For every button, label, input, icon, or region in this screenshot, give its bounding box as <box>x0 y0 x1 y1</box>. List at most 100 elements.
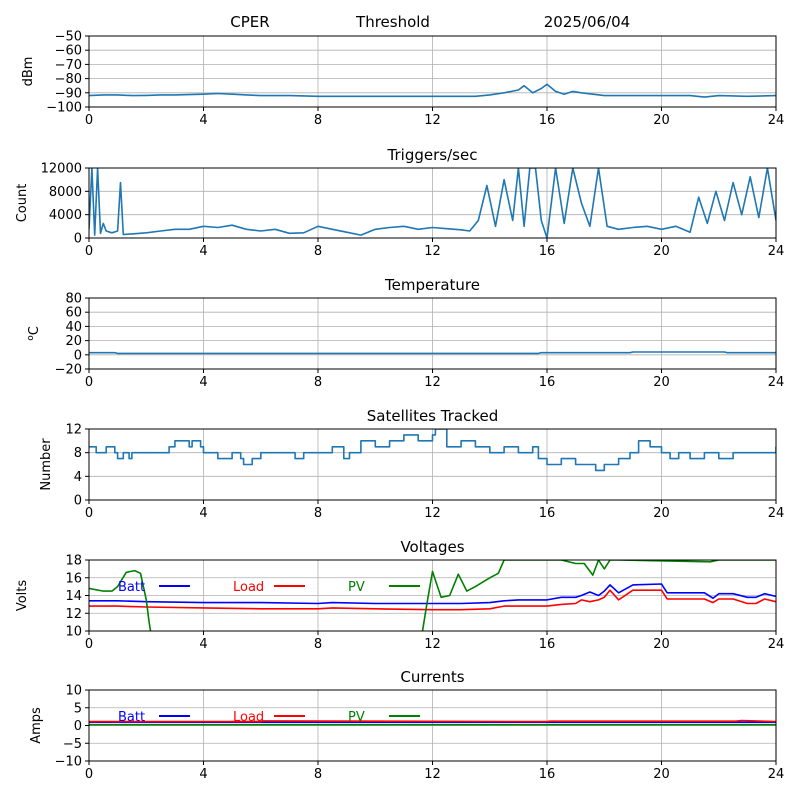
series-line-load <box>89 589 776 611</box>
y-tick-label: −10 <box>55 755 82 770</box>
x-tick-label: 16 <box>539 506 556 521</box>
header-station: CPER <box>230 13 269 31</box>
chart-title: Voltages <box>400 538 464 556</box>
y-tick-label: 0 <box>74 348 82 363</box>
y-tick-label: 60 <box>65 306 82 321</box>
y-tick-label: 12 <box>65 607 82 622</box>
x-tick-label: 16 <box>539 767 556 782</box>
y-tick-label: −90 <box>55 86 82 101</box>
y-tick-label: 40 <box>65 320 82 335</box>
x-tick-label: 12 <box>424 637 441 652</box>
y-tick-label: 12000 <box>41 162 82 177</box>
plot-area <box>89 351 776 355</box>
x-tick-label: 24 <box>768 244 785 259</box>
y-tick-label: 0 <box>74 494 82 509</box>
plot-area <box>89 168 776 238</box>
y-tick-label: 12 <box>65 423 82 438</box>
x-tick-label: 20 <box>653 244 670 259</box>
chart-title: Triggers/sec <box>387 146 478 164</box>
series-line-pv <box>89 560 776 631</box>
y-axis-label: oC <box>26 326 42 341</box>
y-tick-label: 18 <box>65 554 82 569</box>
x-tick-label: 12 <box>424 506 441 521</box>
chart-panel-5: 0 4 8 12 16 20 24 10 12 14 16 18 Voltages Volts Batt Lo… <box>15 538 784 652</box>
x-tick-label: 24 <box>768 375 785 390</box>
y-tick-label: 10 <box>65 625 82 640</box>
legend: Batt Load PV <box>118 710 420 725</box>
x-tick-label: 0 <box>85 506 93 521</box>
x-tick-label: 0 <box>85 113 93 128</box>
y-tick-label: −70 <box>55 58 82 73</box>
x-tick-label: 8 <box>314 637 322 652</box>
x-tick-label: 12 <box>424 113 441 128</box>
legend: Batt Load PV <box>118 580 420 595</box>
legend-label-pv: PV <box>348 580 365 595</box>
y-tick-label: 10 <box>65 684 82 699</box>
x-tick-label: 24 <box>768 637 785 652</box>
x-tick-label: 24 <box>768 506 785 521</box>
x-tick-label: 4 <box>199 244 207 259</box>
legend-label-load: Load <box>233 710 264 725</box>
y-axis-label: Amps <box>29 707 44 744</box>
y-axis-label-superscript: o <box>26 335 36 341</box>
y-tick-label: −80 <box>55 72 82 87</box>
header-subtitle: Threshold <box>355 13 430 31</box>
y-tick-label: 16 <box>65 571 82 586</box>
y-axis-label: dBm <box>21 57 36 87</box>
legend-label-batt: Batt <box>118 580 145 595</box>
x-tick-label: 0 <box>85 244 93 259</box>
chart-title: Satellites Tracked <box>367 407 498 425</box>
plot-area <box>89 83 776 98</box>
y-axis-label: Count <box>15 184 30 223</box>
x-tick-label: 20 <box>653 113 670 128</box>
y-tick-label: 8 <box>74 446 82 461</box>
x-tick-label: 24 <box>768 113 785 128</box>
y-tick-label: −100 <box>46 101 82 116</box>
y-tick-label: −5 <box>63 737 82 752</box>
chart-title: Temperature <box>384 276 480 294</box>
x-tick-label: 4 <box>199 637 207 652</box>
x-tick-label: 20 <box>653 767 670 782</box>
x-tick-label: 8 <box>314 506 322 521</box>
legend-label-load: Load <box>233 580 264 595</box>
chart-title: Currents <box>400 668 464 686</box>
x-tick-label: 8 <box>314 375 322 390</box>
x-tick-label: 12 <box>424 375 441 390</box>
x-tick-label: 4 <box>199 506 207 521</box>
y-tick-label: 20 <box>65 334 82 349</box>
series-line-batt <box>89 583 776 605</box>
y-axis-label: Number <box>39 438 54 491</box>
x-tick-label: 16 <box>539 244 556 259</box>
x-tick-label: 0 <box>85 637 93 652</box>
x-tick-label: 20 <box>653 375 670 390</box>
x-tick-label: 0 <box>85 375 93 390</box>
series-line <box>89 168 776 238</box>
x-tick-label: 4 <box>199 375 207 390</box>
legend-label-batt: Batt <box>118 710 145 725</box>
header-date: 2025/06/04 <box>544 13 630 31</box>
chart-panel-1: 0 4 8 12 16 20 24 −100−90−80−70−60−50 dBm <box>21 30 784 129</box>
y-tick-label: −60 <box>55 44 82 59</box>
plot-area <box>89 429 776 472</box>
series-line <box>89 351 776 355</box>
x-tick-label: 16 <box>539 375 556 390</box>
x-tick-label: 8 <box>314 767 322 782</box>
y-axis-label: Volts <box>15 580 30 612</box>
x-tick-label: 20 <box>653 506 670 521</box>
x-tick-label: 0 <box>85 767 93 782</box>
chart-panel-4: 0 4 8 12 16 20 24 0 4 8 12 Satellites Tracked Number <box>39 407 784 521</box>
x-tick-label: 12 <box>424 767 441 782</box>
plot-area <box>89 719 776 726</box>
y-tick-label: 4000 <box>49 208 82 223</box>
x-tick-label: 24 <box>768 767 785 782</box>
x-tick-label: 8 <box>314 113 322 128</box>
x-tick-label: 16 <box>539 637 556 652</box>
y-tick-label: 80 <box>65 292 82 307</box>
y-tick-label: 8000 <box>49 185 82 200</box>
chart-panel-2: 0 4 8 12 16 20 24 0 4000 8000 12000 Triggers/sec Cou… <box>15 146 784 259</box>
series-line <box>89 83 776 98</box>
x-tick-label: 8 <box>314 244 322 259</box>
y-axis-label-unit: C <box>27 326 42 335</box>
x-tick-label: 4 <box>199 767 207 782</box>
